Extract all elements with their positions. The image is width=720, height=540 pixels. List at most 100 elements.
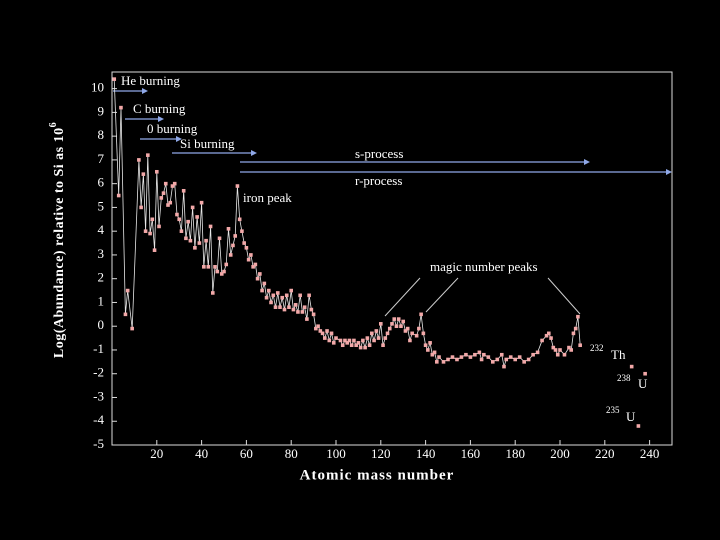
data-point	[325, 329, 329, 333]
pointer-line	[547, 277, 581, 315]
data-point	[177, 217, 181, 222]
arrowhead	[666, 169, 672, 175]
data-point	[403, 329, 408, 333]
data-point	[193, 246, 197, 250]
data-point	[464, 352, 468, 357]
data-point	[441, 360, 446, 364]
data-point	[197, 241, 202, 245]
data-point	[385, 331, 390, 336]
plot-frame	[111, 71, 673, 446]
x-tick-label: 200	[550, 446, 570, 461]
annotation: s-process	[355, 146, 403, 161]
data-point	[249, 253, 253, 257]
x-tick-label: 80	[285, 446, 298, 461]
data-point	[421, 331, 426, 336]
data-point	[392, 317, 397, 321]
arrowhead	[584, 159, 590, 165]
y-tick-label: 0	[98, 317, 105, 332]
data-point	[320, 331, 325, 336]
data-point	[282, 307, 287, 312]
data-point	[535, 350, 540, 355]
data-point	[271, 293, 276, 298]
y-tick-label: 7	[98, 151, 105, 166]
data-point	[289, 288, 293, 293]
x-tick-label: 100	[326, 446, 346, 461]
y-tick-label: 2	[98, 270, 105, 285]
isotope-mass: 238	[617, 373, 631, 383]
x-tick-label: 60	[240, 446, 253, 461]
data-point	[119, 105, 123, 110]
data-point	[437, 355, 441, 359]
y-tick-label: -5	[93, 436, 104, 451]
data-point	[479, 357, 484, 362]
data-point	[296, 310, 300, 314]
data-point	[513, 357, 517, 362]
data-point	[426, 348, 430, 352]
data-point	[260, 288, 264, 293]
data-point	[150, 217, 155, 222]
data-point	[477, 350, 482, 355]
data-point	[571, 331, 576, 336]
data-point	[311, 312, 316, 317]
isotope-symbol: U	[638, 376, 648, 391]
data-point	[338, 338, 343, 343]
data-point	[569, 348, 573, 352]
data-point	[417, 326, 421, 331]
data-point	[287, 305, 291, 310]
y-tick-label: 4	[98, 222, 105, 237]
isotope-symbol: Th	[611, 347, 626, 362]
x-tick-label: 20	[150, 446, 163, 461]
y-tick-label: 8	[98, 127, 105, 142]
data-point	[125, 288, 130, 293]
data-point	[184, 236, 188, 241]
data-point	[215, 269, 220, 274]
y-axis-label: Log(Abundance) relative to Si as 106	[48, 122, 67, 358]
data-point	[450, 355, 455, 359]
data-point	[305, 317, 309, 321]
data-point	[231, 243, 235, 248]
data-point	[555, 352, 560, 357]
data-point	[253, 262, 258, 267]
arrowhead	[176, 136, 182, 142]
data-point	[517, 355, 522, 359]
x-axis-label: Atomic mass number	[300, 467, 455, 483]
data-point	[419, 312, 423, 317]
y-axis-label-text: Log(Abundance) relative to Si as 10	[52, 127, 67, 358]
data-point	[508, 355, 513, 359]
data-point	[549, 336, 553, 340]
data-point	[502, 364, 506, 369]
x-tick-label: 240	[640, 446, 660, 461]
data-point	[495, 357, 500, 362]
y-tick-label: 10	[91, 80, 104, 95]
data-point	[181, 188, 186, 193]
data-point	[428, 341, 432, 345]
data-point	[190, 205, 195, 210]
data-point	[553, 348, 558, 352]
data-point	[255, 276, 260, 281]
data-point	[379, 322, 383, 326]
data-point	[251, 265, 255, 269]
data-point	[370, 331, 374, 336]
isotope-mass: 232	[590, 343, 604, 353]
data-point	[258, 272, 262, 276]
data-point	[629, 364, 634, 369]
data-point	[137, 158, 141, 162]
data-point	[363, 345, 367, 350]
data-point	[340, 343, 345, 348]
data-point	[264, 295, 269, 300]
data-point	[562, 352, 567, 357]
data-point	[302, 305, 307, 310]
data-point	[547, 331, 551, 336]
data-point	[358, 345, 363, 350]
data-point	[526, 357, 531, 362]
x-tick-label: 140	[416, 446, 436, 461]
data-point	[208, 224, 213, 229]
y-tick-label: 5	[98, 198, 105, 213]
data-point	[139, 205, 143, 210]
arrowhead	[158, 116, 164, 122]
annotation: Si burning	[180, 136, 235, 151]
data-point	[130, 326, 134, 331]
data-point	[152, 248, 157, 252]
data-point	[228, 253, 233, 257]
data-point	[401, 319, 405, 324]
